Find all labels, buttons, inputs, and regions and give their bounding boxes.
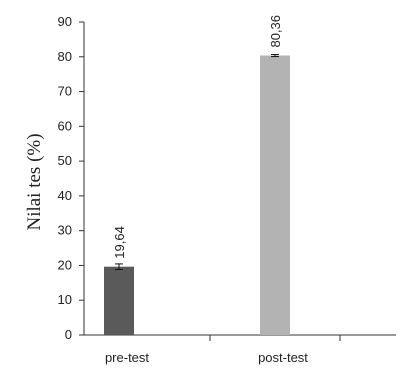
y-tick-label: 0 — [65, 327, 72, 342]
y-tick-label: 90 — [58, 14, 72, 29]
data-label-post-test: 80,36 — [268, 15, 283, 48]
y-tick-label: 30 — [58, 223, 72, 238]
bar-post-test — [260, 55, 290, 335]
x-axis-ticks — [209, 335, 341, 341]
data-label-pre-test: 19,64 — [112, 226, 127, 259]
category-label: pre-test — [105, 350, 149, 365]
y-axis-ticks: 0 10 20 30 40 50 60 70 80 90 — [58, 14, 84, 342]
category-label: post-test — [258, 350, 308, 365]
y-tick-label: 40 — [58, 188, 72, 203]
bar-pre-test — [104, 266, 134, 335]
bars-group: 19,64 80,36 — [104, 15, 290, 335]
category-labels: pre-test post-test — [105, 350, 308, 365]
y-tick-label: 70 — [58, 84, 72, 99]
y-tick-label: 20 — [58, 257, 72, 272]
y-tick-label: 10 — [58, 292, 72, 307]
y-axis-title: Nilai tes (%) — [24, 133, 45, 230]
y-tick-label: 60 — [58, 118, 72, 133]
y-tick-label: 80 — [58, 49, 72, 64]
y-tick-label: 50 — [58, 153, 72, 168]
